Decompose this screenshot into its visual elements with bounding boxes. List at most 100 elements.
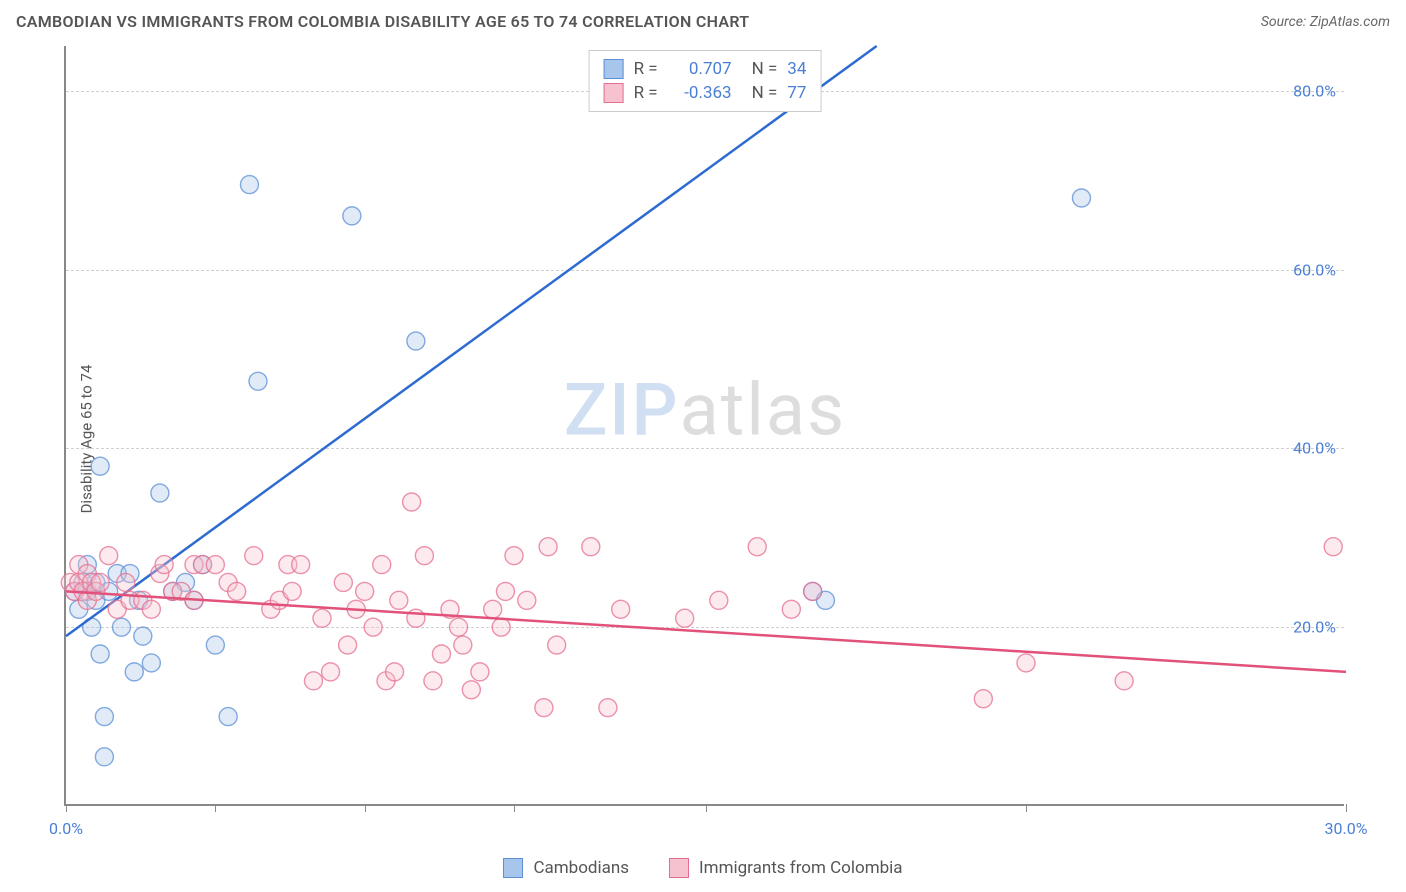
series-legend: Cambodians Immigrants from Colombia	[0, 858, 1406, 878]
data-point	[676, 609, 694, 627]
data-point	[91, 573, 109, 591]
legend-n-label: N =	[752, 83, 778, 103]
data-point	[1324, 538, 1342, 556]
data-point	[462, 681, 480, 699]
data-point	[974, 690, 992, 708]
legend-row: R = 0.707 N = 34	[604, 57, 807, 81]
data-point	[548, 636, 566, 654]
x-tick-mark	[514, 804, 515, 812]
data-point	[339, 636, 357, 654]
data-point	[505, 547, 523, 565]
legend-r-label: R =	[634, 59, 658, 79]
data-point	[599, 699, 617, 717]
data-point	[292, 556, 310, 574]
data-point	[450, 618, 468, 636]
trend-line	[66, 591, 1346, 671]
legend-swatch	[604, 59, 624, 79]
data-point	[240, 176, 258, 194]
x-tick-mark	[1026, 804, 1027, 812]
data-point	[155, 556, 173, 574]
data-point	[134, 627, 152, 645]
legend-label: Cambodians	[533, 858, 629, 878]
data-point	[518, 591, 536, 609]
legend-row: R = -0.363 N = 77	[604, 81, 807, 105]
x-tick-label: 30.0%	[1325, 819, 1368, 838]
x-tick-mark	[215, 804, 216, 812]
data-point	[539, 538, 557, 556]
y-tick-label: 40.0%	[1293, 439, 1336, 458]
data-point	[710, 591, 728, 609]
data-point	[343, 207, 361, 225]
legend-n-value: 77	[787, 83, 806, 103]
correlation-legend: R = 0.707 N = 34 R = -0.363 N = 77	[589, 50, 822, 112]
data-point	[1115, 672, 1133, 690]
data-point	[91, 645, 109, 663]
x-tick-label: 0.0%	[49, 819, 83, 838]
data-point	[100, 547, 118, 565]
data-point	[142, 600, 160, 618]
data-point	[390, 591, 408, 609]
legend-swatch	[503, 858, 523, 878]
chart-title: CAMBODIAN VS IMMIGRANTS FROM COLOMBIA DI…	[16, 12, 749, 31]
data-point	[334, 573, 352, 591]
data-point	[415, 547, 433, 565]
legend-item: Immigrants from Colombia	[669, 858, 903, 878]
data-point	[432, 645, 450, 663]
data-point	[151, 484, 169, 502]
data-point	[407, 332, 425, 350]
legend-r-label: R =	[634, 83, 658, 103]
data-point	[582, 538, 600, 556]
legend-swatch	[669, 858, 689, 878]
data-point	[364, 618, 382, 636]
legend-n-label: N =	[752, 59, 778, 79]
y-tick-label: 60.0%	[1293, 260, 1336, 279]
data-point	[484, 600, 502, 618]
plot-svg	[66, 46, 1344, 804]
x-tick-mark	[706, 804, 707, 812]
legend-label: Immigrants from Colombia	[699, 858, 903, 878]
legend-r-value: -0.363	[668, 83, 732, 103]
data-point	[304, 672, 322, 690]
chart-area: Disability Age 65 to 74 ZIPatlas R =0.70…	[16, 46, 1390, 832]
data-point	[228, 582, 246, 600]
data-point	[471, 663, 489, 681]
legend-r-value: 0.707	[668, 59, 732, 79]
data-point	[403, 493, 421, 511]
data-point	[322, 663, 340, 681]
data-point	[424, 672, 442, 690]
data-point	[496, 582, 514, 600]
data-point	[206, 636, 224, 654]
data-point	[313, 609, 331, 627]
data-point	[386, 663, 404, 681]
data-point	[356, 582, 374, 600]
data-point	[95, 708, 113, 726]
data-point	[249, 372, 267, 390]
x-tick-mark	[1346, 804, 1347, 812]
data-point	[804, 582, 822, 600]
data-point	[206, 556, 224, 574]
data-point	[283, 582, 301, 600]
plot-region: ZIPatlas R =0.707N =34R =-0.363N =77 20.…	[64, 46, 1344, 806]
data-point	[112, 618, 130, 636]
x-tick-mark	[365, 804, 366, 812]
chart-header: CAMBODIAN VS IMMIGRANTS FROM COLOMBIA DI…	[0, 0, 1406, 39]
data-point	[782, 600, 800, 618]
legend-item: Cambodians	[503, 858, 629, 878]
data-point	[245, 547, 263, 565]
y-tick-label: 20.0%	[1293, 618, 1336, 637]
data-point	[1072, 189, 1090, 207]
legend-n-value: 34	[787, 59, 806, 79]
data-point	[117, 573, 135, 591]
data-point	[95, 748, 113, 766]
data-point	[142, 654, 160, 672]
legend-swatch	[604, 83, 624, 103]
data-point	[219, 708, 237, 726]
data-point	[91, 457, 109, 475]
data-point	[492, 618, 510, 636]
data-point	[1017, 654, 1035, 672]
y-tick-label: 80.0%	[1293, 81, 1336, 100]
data-point	[373, 556, 391, 574]
data-point	[125, 663, 143, 681]
chart-source: Source: ZipAtlas.com	[1261, 14, 1390, 30]
x-tick-mark	[66, 804, 67, 812]
